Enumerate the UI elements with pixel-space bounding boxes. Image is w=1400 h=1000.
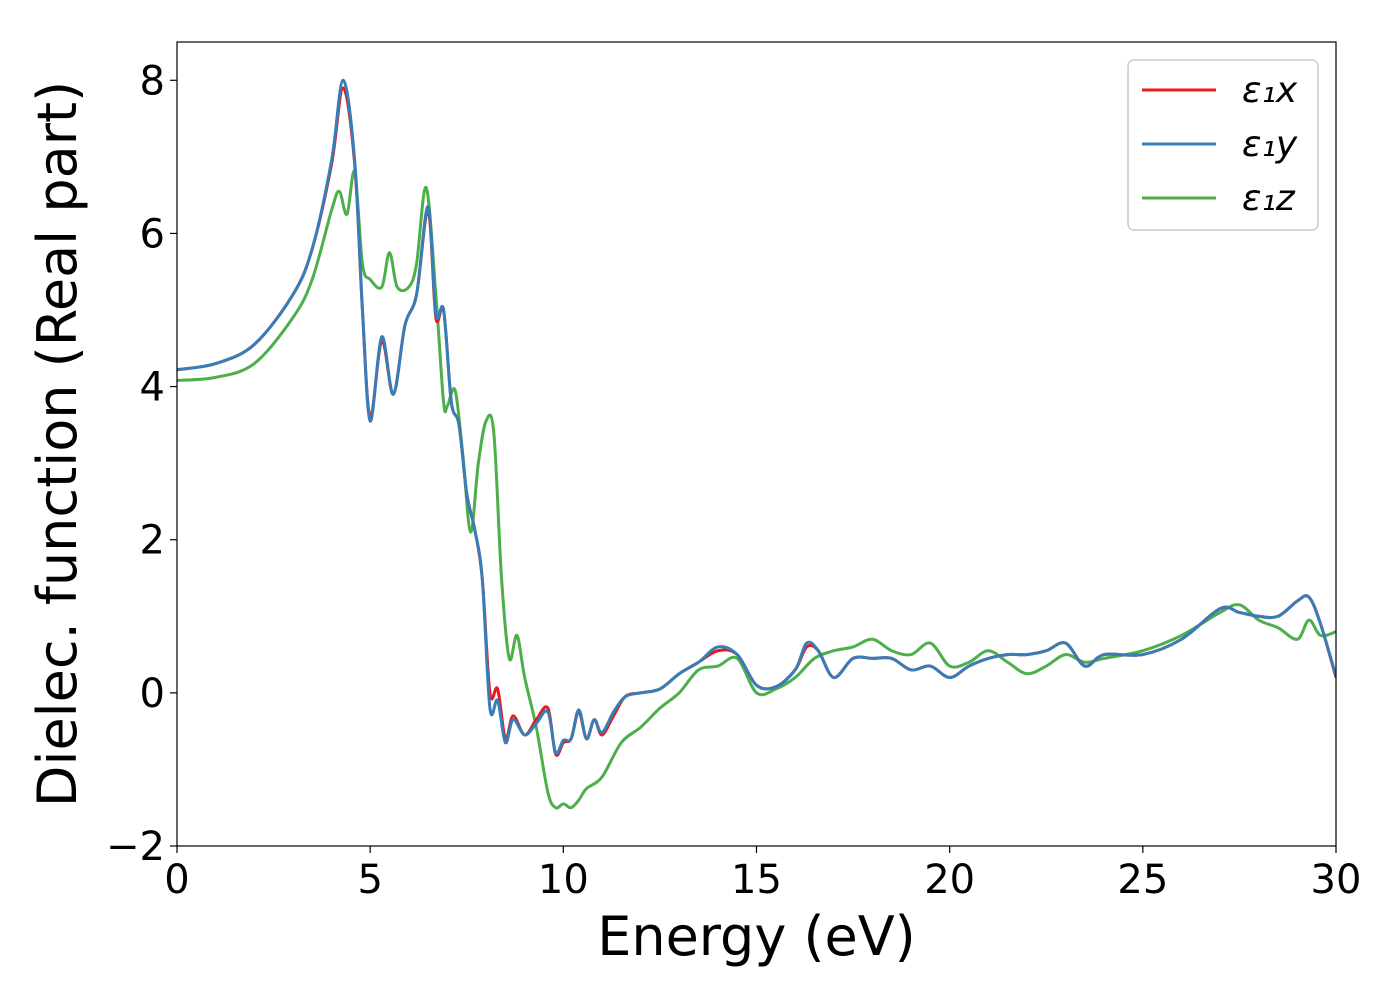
x-tick-label: 5 bbox=[357, 857, 382, 903]
series-lines bbox=[177, 78, 1336, 810]
x-axis-title: Energy (eV) bbox=[597, 905, 916, 968]
y-axis-title: Dielec. function (Real part) bbox=[26, 81, 89, 807]
y-tick-label: 2 bbox=[140, 518, 165, 564]
x-tick-label: 20 bbox=[924, 857, 975, 903]
legend-label: ε₁y bbox=[1242, 124, 1298, 165]
y-tick-label: 0 bbox=[140, 671, 165, 717]
legend: ε₁x ε₁y ε₁z bbox=[1127, 59, 1319, 231]
legend-label: ε₁x bbox=[1242, 70, 1298, 111]
x-tick-label: 30 bbox=[1311, 857, 1362, 903]
legend-box bbox=[1127, 59, 1319, 231]
x-tick-label: 10 bbox=[538, 857, 589, 903]
x-tick-label: 15 bbox=[731, 857, 782, 903]
series-line-2 bbox=[177, 169, 1336, 810]
y-tick-label: 4 bbox=[140, 365, 165, 411]
x-tick-label: 0 bbox=[164, 857, 189, 903]
y-tick-label: −2 bbox=[106, 824, 165, 870]
legend-label: ε₁z bbox=[1242, 178, 1296, 219]
y-tick-label: 6 bbox=[140, 211, 165, 257]
x-tick-label: 25 bbox=[1117, 857, 1168, 903]
y-tick-label: 8 bbox=[140, 58, 165, 104]
series-line-1 bbox=[177, 78, 1336, 756]
